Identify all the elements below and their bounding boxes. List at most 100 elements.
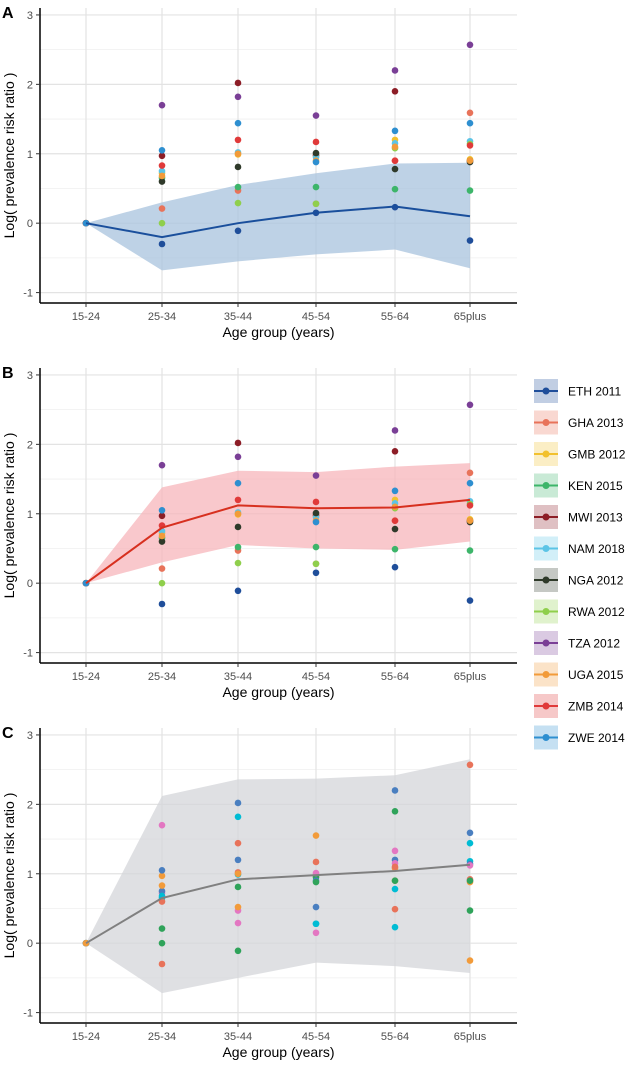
data-point [312,138,320,146]
panel-a: A 3 2 1 0 -1 15-24 25-34 35-44 45-54 55-64 65plus Ag… [1,5,517,340]
y-tick-label: 3 [27,730,33,742]
panel-letter: B [2,365,14,382]
legend-item: UGA 2015 [534,662,624,687]
data-point [234,856,242,864]
x-tick-label: 15-24 [72,1031,100,1043]
data-point [158,167,166,175]
x-tick-label: 35-44 [224,671,252,683]
y-tick-label: 3 [27,10,33,22]
data-point [234,496,242,504]
data-point [391,525,399,533]
data-point [158,939,166,947]
data-point [234,227,242,235]
data-point [312,518,320,526]
data-point [234,947,242,955]
data-point [158,219,166,227]
data-point [312,509,320,517]
data-point [466,597,474,604]
legend-key-point [542,419,550,426]
data-point [391,517,399,525]
data-point [391,165,399,173]
data-point [158,872,166,880]
data-point [312,903,320,911]
legend-item: GHA 2013 [534,410,624,435]
panel-letter: A [2,5,14,22]
legend-label: GHA 2013 [568,416,624,430]
data-point [234,79,242,87]
y-tick-label: -1 [23,648,33,660]
data-point [466,41,474,49]
data-point [312,929,320,937]
data-point [234,150,242,158]
data-point [466,119,474,127]
data-point [312,183,320,191]
legend-label: MWI 2013 [568,511,623,525]
x-axis-title: Age group (years) [222,1044,334,1060]
data-point [391,87,399,95]
legend-item: MWI 2013 [534,505,623,529]
data-point [158,512,166,520]
data-point [466,142,474,149]
legend-key-point [542,450,550,458]
data-point [391,807,399,815]
confidence-ribbon [86,162,470,271]
legend-key-point [542,671,550,678]
y-tick-label: 0 [27,578,33,590]
legend-label: TZA 2012 [568,637,620,651]
x-axis-title: Age group (years) [222,684,334,700]
x-tick-label: 45-54 [302,671,330,683]
data-point [312,158,320,166]
x-tick-label: 35-44 [224,1031,252,1043]
data-point [158,887,166,895]
legend-item: TZA 2012 [534,631,620,655]
x-tick-label: 55-64 [381,671,409,683]
data-point [466,237,474,244]
data-point [234,903,242,911]
data-point [234,870,242,878]
legend-key-point [542,545,550,552]
panel-b: B 3 2 1 0 -1 15-24 25-34 35-44 45-54 55-64 65plus Ag… [1,365,517,700]
x-tick-label: 55-64 [381,311,409,323]
data-point [466,829,474,837]
legend: ETH 2011 GHA 2013 GMB 2012 KEN 2015 MWI 2013… [534,379,626,750]
data-point [158,538,166,545]
data-point [391,863,399,871]
legend-item: ZMB 2014 [534,694,624,718]
data-point [234,199,242,207]
data-point [466,157,474,165]
x-tick-label: 25-34 [148,1031,176,1043]
data-point [234,799,242,807]
data-point [158,461,166,469]
data-point [234,839,242,847]
data-point [234,136,242,144]
legend-key-point [542,513,550,521]
legend-label: ETH 2011 [568,385,621,399]
data-point [466,401,474,409]
data-point [158,866,166,874]
y-tick-label: 1 [27,149,33,161]
x-tick-label: 25-34 [148,311,176,323]
data-point [234,883,242,891]
y-tick-label: 0 [27,218,33,230]
data-point [391,905,399,913]
data-point [158,600,166,608]
confidence-ribbon [86,463,470,584]
x-tick-label: 65plus [454,671,487,683]
data-point [466,479,474,487]
legend-label: RWA 2012 [568,605,625,619]
data-point [312,858,320,866]
data-point [391,847,399,855]
data-point [466,469,474,477]
legend-key-point [542,576,550,584]
data-point [234,93,242,101]
data-point [234,183,242,191]
data-point [158,579,166,587]
legend-label: ZWE 2014 [568,731,625,745]
data-point [158,178,166,185]
data-point [158,506,166,514]
data-point [234,523,242,531]
data-point [466,547,474,554]
y-axis-title: Log( prevalence risk ratio ) [1,793,17,959]
data-point [312,569,320,577]
